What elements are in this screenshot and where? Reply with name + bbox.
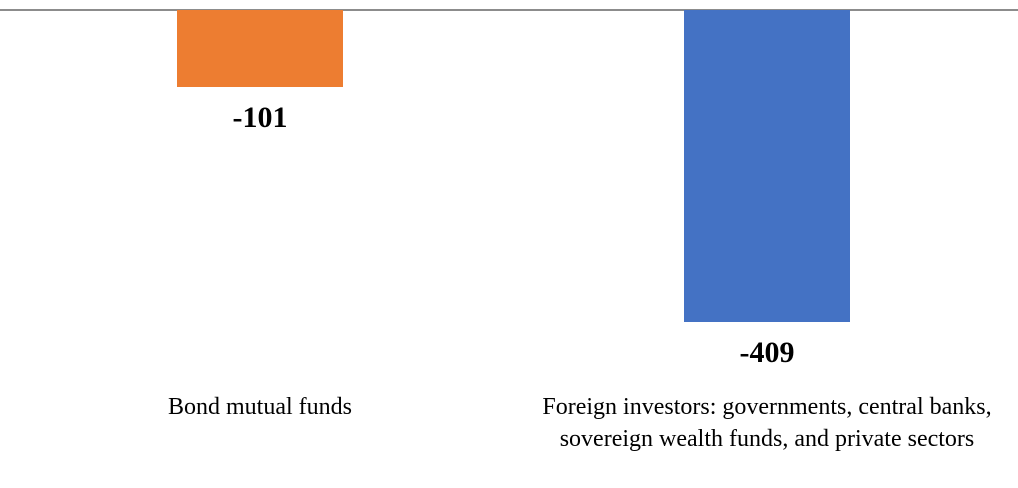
category-label: Bond mutual funds xyxy=(168,394,352,420)
data-label: -101 xyxy=(232,101,288,135)
bar xyxy=(684,10,850,322)
zero-line xyxy=(0,9,1018,11)
bar xyxy=(177,10,343,88)
data-label: -409 xyxy=(739,336,795,369)
category-label: Foreign investors: governments, central … xyxy=(542,394,992,452)
